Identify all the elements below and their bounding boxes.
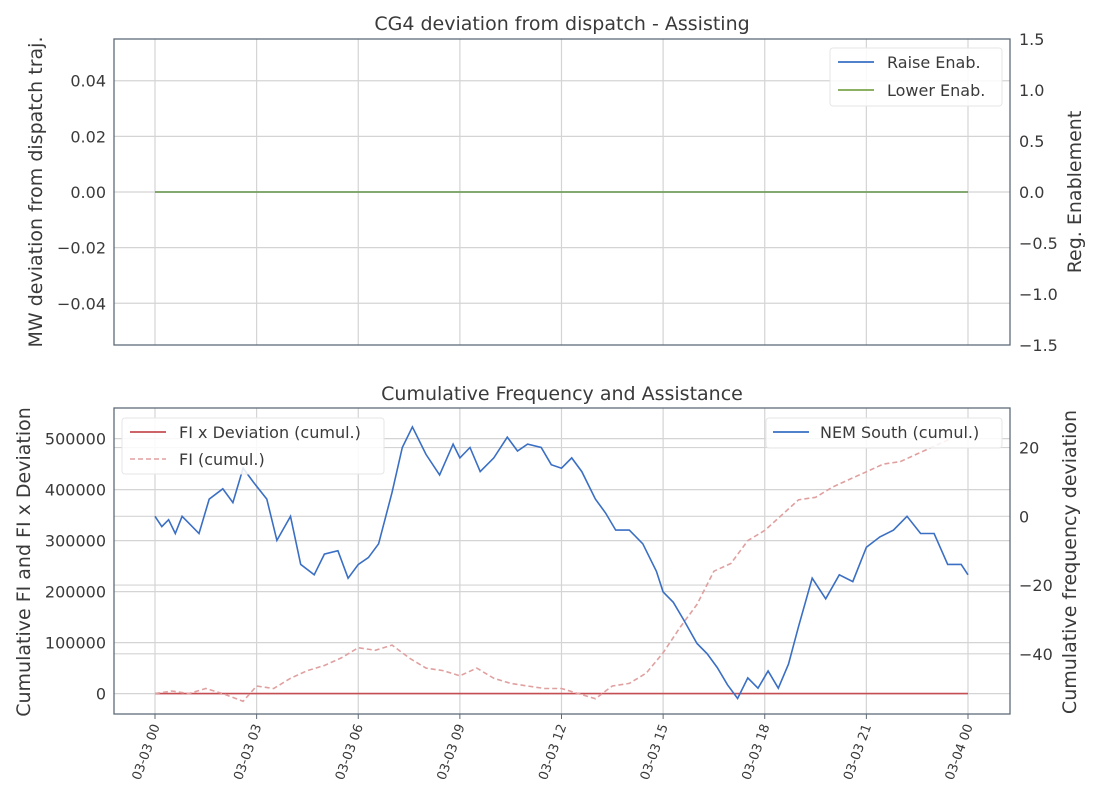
y-right-tick-label: −1.0 (1019, 285, 1058, 304)
x-tick-label: 03-03 03 (231, 722, 265, 782)
top-chart-title: CG4 deviation from dispatch - Assisting (374, 13, 749, 35)
y-tick-label: 400000 (45, 481, 106, 500)
top-left-yticks: 0.04 0.02 0.00 −0.02 −0.04 (57, 72, 106, 314)
y-right-tick-label: −40 (1019, 645, 1053, 664)
x-tick-label: 03-03 21 (841, 722, 875, 782)
x-tick-label: 03-03 18 (739, 722, 773, 782)
bottom-right-ylabel: Cumulative frequency deviation (1059, 410, 1081, 714)
x-tick-label: 03-03 15 (638, 722, 672, 782)
bottom-left-yticks: 500000 400000 300000 200000 100000 0 (45, 430, 106, 704)
y-right-tick-label: −0.5 (1019, 234, 1058, 253)
bottom-xticks: 03-03 00 03-03 03 03-03 06 03-03 09 03-03 12… (130, 714, 977, 782)
top-legend: Raise Enab. Lower Enab. (829, 47, 1003, 107)
legend-lower-label: Lower Enab. (887, 81, 985, 100)
y-tick-label: 200000 (45, 583, 106, 602)
y-tick-label: 500000 (45, 430, 106, 449)
x-tick-label: 03-04 00 (943, 722, 977, 782)
legend-raise-label: Raise Enab. (887, 53, 981, 72)
y-tick-label: 0.04 (70, 72, 106, 91)
top-plot-frame (113, 38, 1011, 346)
y-tick-label: −0.02 (57, 239, 106, 258)
bottom-series (154, 425, 969, 703)
bottom-panel: 500000 400000 300000 200000 100000 0 20 0 −20 −4… (13, 383, 1081, 782)
x-tick-label: 03-03 00 (130, 722, 164, 782)
y-tick-label: 300000 (45, 532, 106, 551)
top-left-ylabel: MW deviation from dispatch traj. (25, 37, 47, 348)
y-tick-label: 0 (96, 685, 106, 704)
y-right-tick-label: 1.0 (1019, 81, 1044, 100)
legend-fi-label: FI (cumul.) (179, 450, 265, 469)
x-tick-label: 03-03 12 (536, 722, 570, 782)
y-tick-label: 100000 (45, 634, 106, 653)
bottom-right-legend: NEM South (cumul.) (765, 417, 1003, 449)
top-right-ylabel: Reg. Enablement (1064, 111, 1086, 274)
bottom-left-legend: FI x Deviation (cumul.) FI (cumul.) (121, 417, 385, 475)
y-tick-label: 0.00 (70, 183, 106, 202)
top-panel: 0.04 0.02 0.00 −0.02 −0.04 1.5 1.0 0.5 0.0 −0.5 −… (25, 13, 1086, 355)
bottom-right-yticks: 20 0 −20 −40 (1019, 439, 1053, 664)
y-right-tick-label: 1.5 (1019, 30, 1044, 49)
legend-nem-label: NEM South (cumul.) (820, 423, 979, 442)
y-right-tick-label: 0.0 (1019, 183, 1044, 202)
legend-fi-dev-label: FI x Deviation (cumul.) (179, 423, 361, 442)
series-line-fi-cumul (154, 437, 952, 703)
bottom-chart-title: Cumulative Frequency and Assistance (381, 383, 743, 405)
y-right-tick-label: 0 (1019, 507, 1029, 526)
bottom-left-ylabel: Cumulative FI and FI x Deviation (13, 407, 35, 717)
bottom-right-legend-box (765, 417, 1003, 449)
y-right-tick-label: −1.5 (1019, 336, 1058, 355)
y-right-tick-label: 0.5 (1019, 132, 1044, 151)
x-tick-label: 03-03 06 (333, 722, 367, 782)
series-line-nem-south-cumul (154, 425, 969, 701)
top-right-yticks: 1.5 1.0 0.5 0.0 −0.5 −1.0 −1.5 (1019, 30, 1058, 355)
y-right-tick-label: 20 (1019, 439, 1039, 458)
y-tick-label: 0.02 (70, 127, 106, 146)
bottom-left-legend-box (121, 417, 385, 475)
y-right-tick-label: −20 (1019, 576, 1053, 595)
y-tick-label: −0.04 (57, 294, 106, 313)
x-tick-label: 03-03 09 (435, 722, 469, 782)
